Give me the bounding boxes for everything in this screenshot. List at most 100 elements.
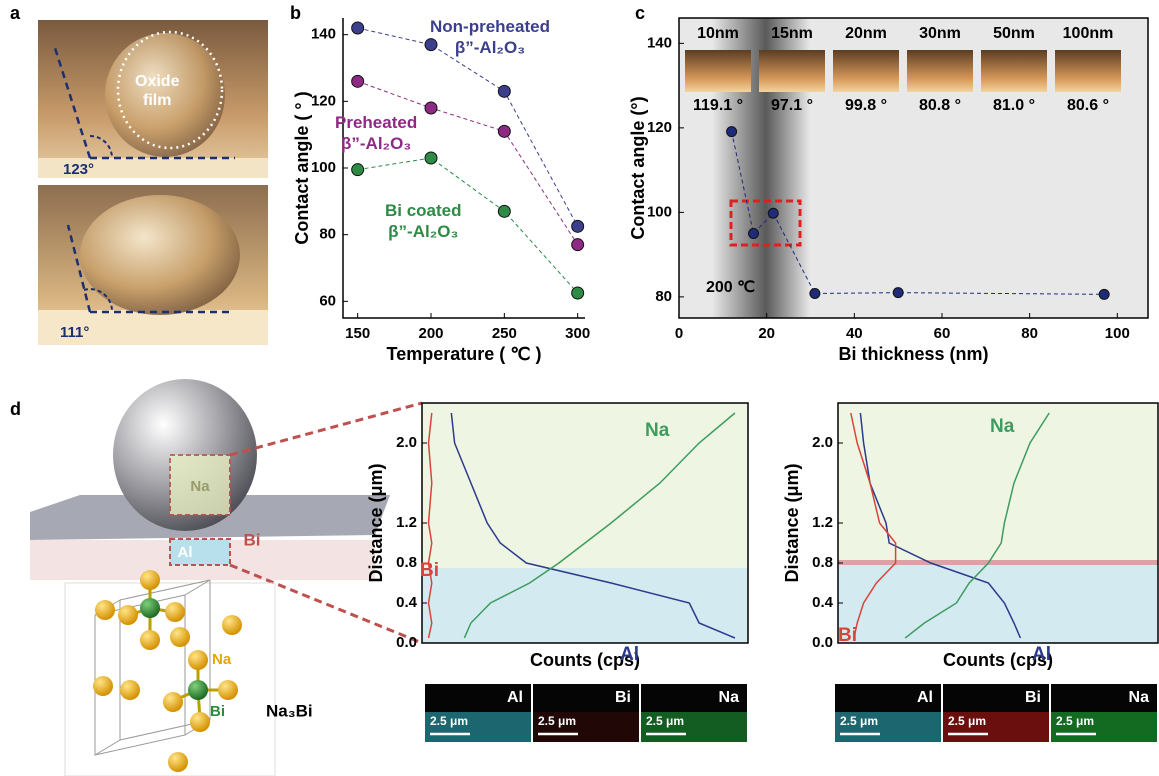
droplet bbox=[80, 195, 240, 315]
schematic-label: Bi bbox=[244, 530, 261, 549]
series-label: Na bbox=[990, 416, 1014, 437]
series-label: Bi coated β”-Al₂O₃ bbox=[385, 200, 462, 242]
x-tick-label: 0 bbox=[675, 325, 683, 342]
x-tick-label: 20 bbox=[758, 325, 775, 342]
y-tick-label: 140 bbox=[311, 26, 336, 43]
panel-label: b bbox=[290, 3, 301, 23]
panel-label: a bbox=[10, 3, 21, 23]
y-tick-label: 80 bbox=[319, 226, 336, 243]
data-point bbox=[352, 75, 364, 87]
panel-label: c bbox=[635, 3, 645, 23]
x-tick-label: 40 bbox=[846, 325, 863, 342]
series-label: Preheated β”-Al₂O₃ bbox=[335, 112, 417, 154]
angle-label: 99.8 ° bbox=[845, 97, 887, 114]
data-point bbox=[572, 239, 584, 251]
series-label: Na bbox=[645, 420, 669, 441]
data-point bbox=[572, 220, 584, 232]
figure-page: {"panel_labels": ["a", "b", "c", "d"], "… bbox=[0, 0, 1159, 776]
element-label: Na bbox=[719, 689, 740, 706]
droplet-photo bbox=[981, 50, 1047, 92]
y-tick-label: 1.2 bbox=[396, 514, 417, 531]
figure: a b c d 123° 111° Na Bi Al Na Bi Na₃Bi 1… bbox=[0, 0, 1159, 776]
series-label: Bi bbox=[420, 560, 439, 581]
angle-label: 111° bbox=[60, 324, 89, 341]
schematic-label: Na bbox=[190, 478, 210, 495]
element-label: Bi bbox=[1025, 689, 1041, 706]
element-label: Al bbox=[507, 689, 523, 706]
image-label: 20nm bbox=[845, 25, 887, 42]
axes bbox=[343, 18, 585, 318]
element-label: Bi bbox=[615, 689, 631, 706]
droplet-photo bbox=[759, 50, 825, 92]
x-tick-label: 60 bbox=[934, 325, 951, 342]
angle-label: 80.6 ° bbox=[1067, 97, 1109, 114]
axis-title: Distance (μm) bbox=[366, 463, 386, 582]
y-tick-label: 0.8 bbox=[812, 554, 833, 571]
axis-title: Temperature ( ℃ ) bbox=[387, 344, 542, 364]
image-label: 50nm bbox=[993, 25, 1035, 42]
droplet-photo bbox=[833, 50, 899, 92]
axis-title: Contact angle ( ° ) bbox=[292, 91, 312, 244]
x-tick-label: 200 bbox=[418, 325, 443, 342]
angle-label: 81.0 ° bbox=[993, 97, 1035, 114]
region bbox=[422, 568, 748, 643]
axis-title: Distance (μm) bbox=[782, 463, 802, 582]
data-point bbox=[498, 85, 510, 97]
y-tick-label: 120 bbox=[311, 92, 336, 109]
y-tick-label: 1.2 bbox=[812, 514, 833, 531]
region bbox=[838, 563, 1158, 643]
y-tick-label: 80 bbox=[655, 288, 672, 305]
y-tick-label: 100 bbox=[311, 159, 336, 176]
y-tick-label: 0.0 bbox=[396, 634, 417, 651]
panel-label: d bbox=[10, 399, 21, 419]
crystal-formula: Na₃Bi bbox=[266, 701, 313, 720]
y-tick-label: 2.0 bbox=[812, 434, 833, 451]
bi-atom bbox=[188, 680, 208, 700]
crystal-label: Na bbox=[212, 651, 232, 668]
axis-title: Bi thickness (nm) bbox=[838, 344, 988, 364]
scale-label: 2.5 μm bbox=[840, 714, 878, 728]
axis-title: Contact angle (°) bbox=[628, 96, 648, 239]
image-label: 10nm bbox=[697, 25, 739, 42]
data-point bbox=[425, 152, 437, 164]
angle-label: 123° bbox=[63, 161, 94, 178]
data-point bbox=[727, 127, 737, 137]
crystal-label: Bi bbox=[210, 703, 225, 720]
series-label: Al bbox=[1032, 644, 1051, 665]
x-tick-label: 250 bbox=[492, 325, 517, 342]
data-point bbox=[1099, 289, 1109, 299]
data-point bbox=[352, 164, 364, 176]
data-point bbox=[425, 102, 437, 114]
image-label: 100nm bbox=[1063, 25, 1114, 42]
region bbox=[838, 560, 1158, 565]
x-tick-label: 100 bbox=[1105, 325, 1130, 342]
element-label: Al bbox=[917, 689, 933, 706]
scale-label: 2.5 μm bbox=[948, 714, 986, 728]
data-point bbox=[810, 288, 820, 298]
droplet-photo bbox=[1055, 50, 1121, 92]
data-point bbox=[498, 205, 510, 217]
angle-label: 97.1 ° bbox=[771, 97, 813, 114]
angle-label: 119.1 ° bbox=[693, 97, 743, 114]
scale-label: 2.5 μm bbox=[646, 714, 684, 728]
y-tick-label: 0.0 bbox=[812, 634, 833, 651]
y-tick-label: 0.4 bbox=[396, 594, 418, 611]
data-point bbox=[768, 208, 778, 218]
scale-label: 2.5 μm bbox=[1056, 714, 1094, 728]
element-label: Na bbox=[1129, 689, 1150, 706]
image-label: 30nm bbox=[919, 25, 961, 42]
na-atoms bbox=[93, 570, 242, 772]
angle-label: 80.8 ° bbox=[919, 97, 961, 114]
droplet-photo bbox=[907, 50, 973, 92]
series-label: Al bbox=[620, 644, 639, 665]
y-tick-label: 0.8 bbox=[396, 554, 417, 571]
schematic-label: Al bbox=[178, 544, 193, 561]
droplet-photo bbox=[685, 50, 751, 92]
series-label: Bi bbox=[838, 625, 857, 646]
temperature-label: 200 ℃ bbox=[706, 279, 755, 296]
y-tick-label: 140 bbox=[647, 34, 672, 51]
image-label: 15nm bbox=[771, 25, 813, 42]
scale-label: 2.5 μm bbox=[538, 714, 576, 728]
x-tick-label: 150 bbox=[345, 325, 370, 342]
data-point bbox=[498, 125, 510, 137]
